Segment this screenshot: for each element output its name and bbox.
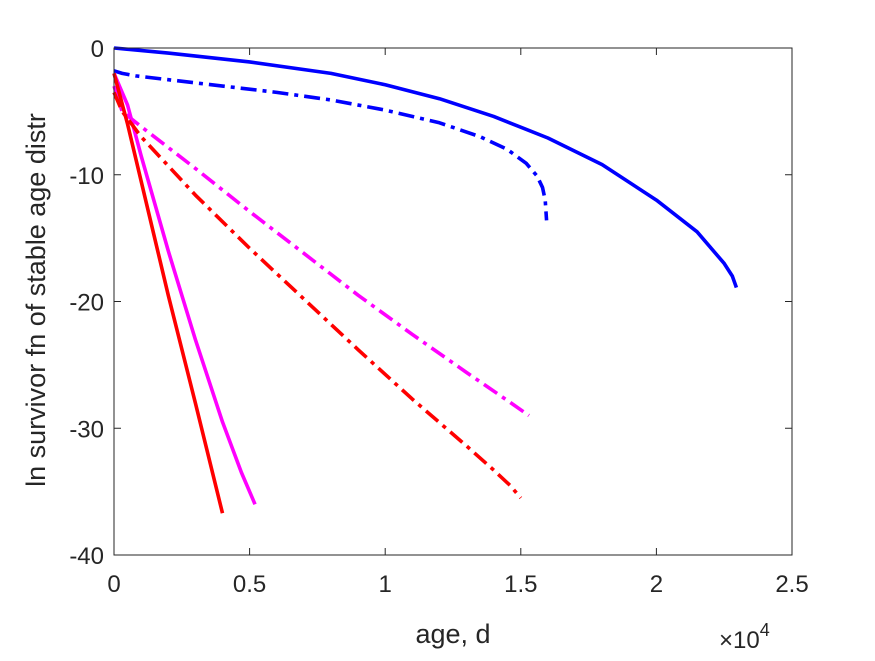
series-line-2: [113, 69, 549, 221]
series-line-1: [113, 46, 739, 289]
plot-area: [114, 48, 792, 555]
y-axis-label: ln survivor fn of stable age distr: [21, 113, 51, 487]
series-line-6: [112, 91, 523, 500]
x-axis-label: age, d: [415, 619, 490, 649]
x-tick-label: 1: [379, 571, 392, 598]
x-tick-label: 2.5: [775, 571, 808, 598]
y-tick-label: -10: [69, 163, 104, 190]
x-tick-label: 0: [107, 571, 120, 598]
series-line-4: [112, 85, 530, 418]
x-tick-label: 2: [650, 571, 663, 598]
x-multiplier-label: ×104: [719, 620, 770, 654]
x-multiplier-base: ×10: [719, 627, 760, 654]
y-tick-label: -30: [69, 416, 104, 443]
x-tick-label: 1.5: [504, 571, 537, 598]
y-tick-label: 0: [91, 36, 104, 63]
y-tick-label: -20: [69, 290, 104, 317]
y-tick-label: -40: [69, 543, 104, 570]
x-multiplier-exponent: 4: [760, 620, 770, 640]
x-tick-label: 0.5: [233, 571, 266, 598]
